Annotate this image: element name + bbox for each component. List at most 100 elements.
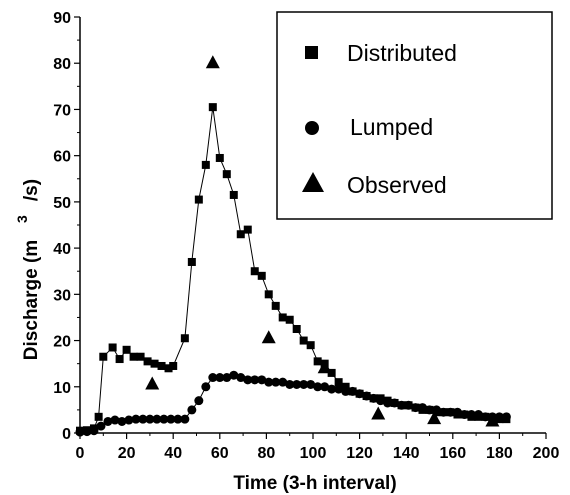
data-point-lumped bbox=[397, 400, 407, 410]
data-point-distributed bbox=[201, 160, 210, 169]
data-point-lumped bbox=[96, 421, 106, 431]
data-point-lumped bbox=[411, 403, 421, 413]
data-point-lumped bbox=[445, 407, 455, 417]
data-point-lumped bbox=[452, 407, 462, 417]
legend-marker-square-icon bbox=[305, 46, 318, 59]
data-point-distributed bbox=[334, 378, 343, 387]
data-point-distributed bbox=[222, 170, 231, 179]
data-point-distributed bbox=[257, 271, 266, 280]
data-point-lumped bbox=[292, 379, 302, 389]
data-point-distributed bbox=[250, 267, 259, 276]
data-point-lumped bbox=[152, 414, 162, 424]
data-point-distributed bbox=[285, 315, 294, 324]
data-point-lumped bbox=[334, 384, 344, 394]
data-point-lumped bbox=[327, 384, 337, 394]
data-point-distributed bbox=[208, 103, 217, 112]
data-point-lumped bbox=[438, 407, 448, 417]
data-point-lumped bbox=[494, 412, 504, 422]
x-tick-label: 140 bbox=[393, 445, 420, 462]
data-point-lumped bbox=[82, 427, 92, 437]
y-tick-label: 20 bbox=[53, 334, 71, 351]
y-axis-title: Discharge (m 3 /s) bbox=[14, 179, 42, 360]
data-point-lumped bbox=[264, 377, 274, 387]
y-axis-title-superscript: 3 bbox=[14, 215, 30, 223]
data-point-lumped bbox=[306, 379, 316, 389]
data-point-distributed bbox=[94, 412, 103, 421]
data-point-lumped bbox=[376, 396, 386, 406]
data-point-distributed bbox=[187, 257, 196, 266]
data-point-lumped bbox=[459, 410, 469, 420]
data-point-lumped bbox=[222, 373, 232, 383]
data-point-lumped bbox=[145, 414, 155, 424]
data-point-distributed bbox=[194, 195, 203, 204]
data-point-distributed bbox=[292, 325, 301, 333]
legend-label-distributed: Distributed bbox=[347, 40, 457, 66]
axes: 0 20 40 60 80 100 120 140 160 180 200 0 10 20 30 40 50 60… bbox=[53, 10, 559, 462]
x-tick-label: 200 bbox=[533, 445, 560, 462]
data-point-lumped bbox=[131, 414, 141, 424]
data-point-lumped bbox=[425, 405, 434, 415]
data-point-distributed bbox=[99, 352, 108, 361]
data-point-lumped bbox=[250, 375, 260, 385]
x-tick-label: 120 bbox=[346, 445, 373, 462]
data-point-observed bbox=[485, 413, 500, 427]
data-point-lumped bbox=[320, 382, 330, 392]
data-point-distributed bbox=[229, 190, 238, 199]
data-point-lumped bbox=[383, 398, 393, 408]
data-point-lumped bbox=[404, 400, 414, 410]
data-point-lumped bbox=[180, 414, 190, 424]
plot-series bbox=[75, 55, 511, 437]
data-point-lumped bbox=[473, 410, 483, 420]
x-tick-label: 100 bbox=[300, 445, 327, 462]
y-tick-label: 90 bbox=[53, 10, 71, 27]
data-point-lumped bbox=[390, 398, 400, 408]
data-point-lumped bbox=[501, 412, 511, 422]
data-point-lumped bbox=[138, 414, 148, 424]
x-tick-label: 60 bbox=[211, 445, 229, 462]
data-point-distributed bbox=[122, 345, 131, 354]
data-point-lumped bbox=[75, 427, 85, 437]
data-point-lumped bbox=[117, 416, 127, 426]
y-tick-label: 60 bbox=[53, 149, 71, 166]
data-point-lumped bbox=[173, 414, 183, 424]
data-point-lumped bbox=[348, 386, 358, 396]
x-tick-label: 40 bbox=[164, 445, 182, 462]
data-point-observed bbox=[317, 360, 332, 374]
y-tick-label: 50 bbox=[53, 195, 71, 212]
data-point-distributed bbox=[180, 334, 189, 343]
data-point-observed bbox=[371, 406, 386, 420]
x-tick-label: 160 bbox=[439, 445, 466, 462]
y-axis-title-tail: /s) bbox=[21, 179, 42, 201]
data-point-lumped bbox=[313, 382, 323, 392]
legend-marker-circle-icon bbox=[305, 121, 319, 135]
data-point-distributed bbox=[215, 153, 224, 162]
data-point-lumped bbox=[285, 379, 295, 389]
data-point-lumped bbox=[215, 373, 225, 383]
data-point-lumped bbox=[208, 373, 218, 383]
legend-marker-triangle-icon bbox=[302, 172, 324, 192]
data-point-lumped bbox=[159, 414, 169, 424]
y-tick-label: 40 bbox=[53, 241, 71, 258]
y-tick-label: 10 bbox=[53, 380, 71, 397]
data-point-distributed bbox=[115, 355, 124, 364]
data-point-distributed bbox=[150, 359, 159, 368]
legend-label-lumped: Lumped bbox=[350, 114, 433, 140]
data-point-lumped bbox=[243, 375, 253, 385]
data-point-distributed bbox=[299, 336, 308, 345]
data-point-observed bbox=[427, 411, 442, 425]
y-tick-label: 30 bbox=[53, 287, 71, 304]
data-point-lumped bbox=[480, 412, 490, 422]
data-point-lumped bbox=[229, 370, 239, 380]
data-point-distributed bbox=[243, 225, 252, 234]
x-tick-label: 0 bbox=[76, 445, 85, 462]
x-tick-label: 80 bbox=[258, 445, 276, 462]
data-point-distributed bbox=[327, 368, 336, 377]
x-tick-label: 180 bbox=[486, 445, 513, 462]
legend-box bbox=[276, 11, 553, 220]
data-point-distributed bbox=[164, 364, 173, 373]
data-point-lumped bbox=[362, 391, 372, 401]
x-tick-label: 20 bbox=[118, 445, 136, 462]
data-point-lumped bbox=[89, 426, 99, 436]
